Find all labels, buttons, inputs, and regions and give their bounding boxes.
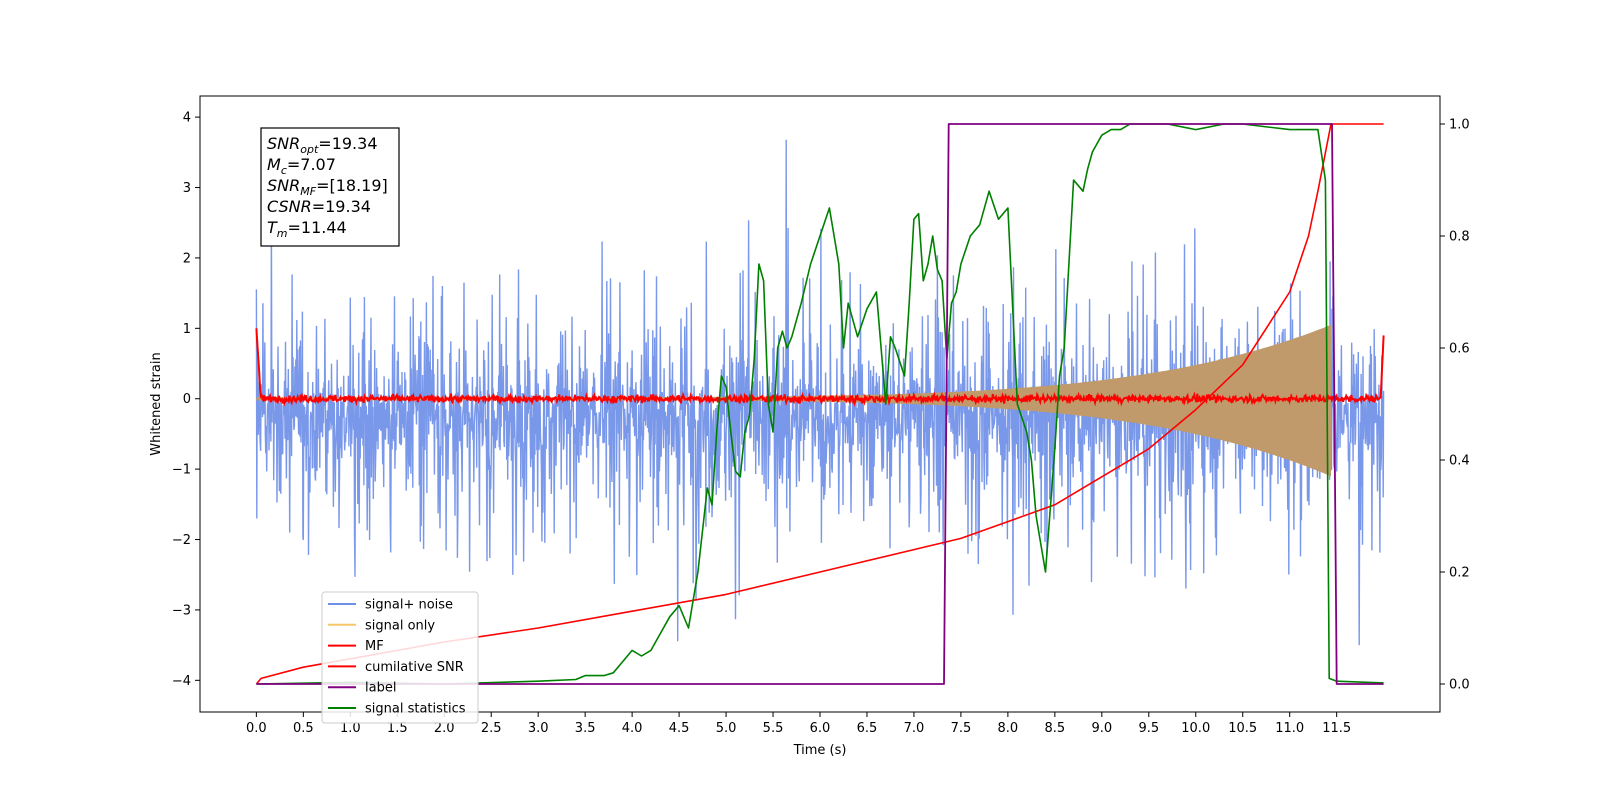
info-line-symbol: T <box>267 218 278 237</box>
legend-label: signal+ noise <box>365 598 453 613</box>
x-tick-label: 1.5 <box>387 721 408 736</box>
x-tick-label: 9.5 <box>1138 721 1159 736</box>
info-line-value: =11.44 <box>288 218 347 237</box>
y-right-tick-label: 1.0 <box>1449 118 1470 133</box>
x-tick-label: 4.5 <box>669 721 690 736</box>
info-line-subscript: m <box>277 227 288 240</box>
x-tick-label: 2.5 <box>481 721 502 736</box>
y-left-tick-label: 1 <box>183 322 191 337</box>
x-tick-label: 11.0 <box>1275 721 1304 736</box>
x-tick-label: 0.0 <box>246 721 267 736</box>
y-left-tick-label: 4 <box>183 111 191 126</box>
info-box-frame <box>260 127 400 247</box>
legend-label: MF <box>365 639 384 654</box>
legend-frame <box>321 591 479 724</box>
info-line: SNRopt=19.34 <box>267 134 378 156</box>
info-line-value: =19.34 <box>312 197 371 216</box>
info-line-symbol: SNR <box>267 176 300 195</box>
legend-label: label <box>365 681 396 696</box>
left-y-axis-ticks: −4 −3 −2 −1 0 1 2 3 4 <box>172 111 200 689</box>
info-line-value: =[18.19] <box>316 176 388 195</box>
x-tick-label: 5.5 <box>763 721 784 736</box>
y-right-tick-label: 0.4 <box>1449 454 1470 469</box>
info-line-subscript: MF <box>300 185 316 198</box>
info-line-symbol: SNR <box>267 134 300 153</box>
info-line-symbol: M <box>267 155 281 174</box>
legend-label: signal statistics <box>365 702 466 717</box>
info-line: CSNR=19.34 <box>267 197 371 216</box>
series-label <box>256 123 1384 685</box>
y-left-tick-label: 0 <box>183 392 191 407</box>
x-tick-label: 8.0 <box>998 721 1019 736</box>
info-annotation-box: SNRopt=19.34Mc=7.07SNRMF=[18.19]CSNR=19.… <box>260 127 400 247</box>
y-left-tick-label: 2 <box>183 251 191 266</box>
series-mf <box>255 328 1385 407</box>
info-line-subscript: opt <box>300 143 319 156</box>
y-right-tick-label: 0.0 <box>1449 678 1470 693</box>
x-tick-label: 7.0 <box>904 721 925 736</box>
series-signal-statistics <box>256 123 1384 685</box>
y-left-tick-label: −1 <box>172 463 191 478</box>
y-axis-label: Whitened strain <box>149 352 164 455</box>
info-line: Mc=7.07 <box>267 155 336 177</box>
x-tick-label: 10.0 <box>1181 721 1210 736</box>
x-tick-label: 0.5 <box>293 721 314 736</box>
x-tick-label: 2.0 <box>434 721 455 736</box>
y-left-tick-label: −2 <box>172 533 191 548</box>
info-line-value: =7.07 <box>287 155 336 174</box>
x-tick-label: 5.0 <box>716 721 737 736</box>
legend: signal+ noise signal only MF cumilative SNR… <box>321 591 479 724</box>
series-signal-noise <box>255 139 1385 646</box>
x-tick-label: 9.0 <box>1091 721 1112 736</box>
x-tick-label: 8.5 <box>1045 721 1066 736</box>
x-tick-label: 4.0 <box>622 721 643 736</box>
x-tick-label: 11.5 <box>1322 721 1351 736</box>
y-right-tick-label: 0.6 <box>1449 342 1470 357</box>
x-axis-label: Time (s) <box>793 743 847 758</box>
x-tick-label: 10.5 <box>1228 721 1257 736</box>
y-right-tick-label: 0.2 <box>1449 566 1470 581</box>
info-line: Tm=11.44 <box>267 218 347 240</box>
info-line-symbol: CSNR <box>267 197 312 216</box>
y-left-tick-label: 3 <box>183 181 191 196</box>
x-axis-ticks: 0.0 0.5 1.0 1.5 2.0 2.5 3.0 3.5 4.0 4.5 5.0 5.5 6.0 6… <box>246 712 1351 736</box>
info-line-subscript: c <box>281 164 287 177</box>
info-line-value: =19.34 <box>318 134 377 153</box>
x-tick-label: 3.5 <box>575 721 596 736</box>
x-tick-label: 6.5 <box>857 721 878 736</box>
y-right-tick-label: 0.8 <box>1449 230 1470 245</box>
y-left-tick-label: −4 <box>172 674 191 689</box>
right-y-axis-ticks: 0.0 0.2 0.4 0.6 0.8 1.0 <box>1440 118 1470 693</box>
x-tick-label: 1.0 <box>340 721 361 736</box>
x-tick-label: 3.0 <box>528 721 549 736</box>
legend-label: cumilative SNR <box>365 660 464 675</box>
x-tick-label: 6.0 <box>810 721 831 736</box>
x-tick-label: 7.5 <box>951 721 972 736</box>
y-left-tick-label: −3 <box>172 603 191 618</box>
info-line: SNRMF=[18.19] <box>267 176 388 198</box>
legend-label: signal only <box>365 618 435 633</box>
